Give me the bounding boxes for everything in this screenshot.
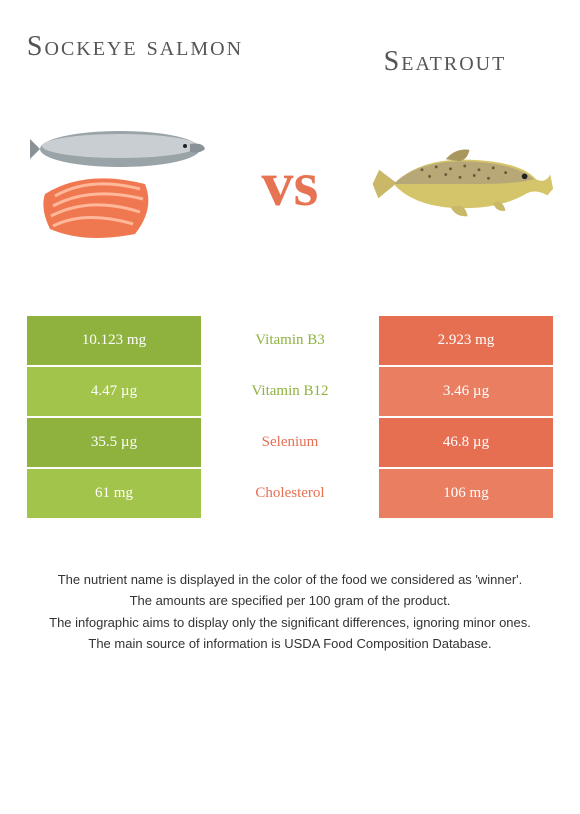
footnote-line: The main source of information is USDA F… [25, 634, 555, 654]
food-title-left: Sockeye salmon [25, 30, 245, 79]
table-row: 10.123 mgVitamin B32.923 mg [26, 315, 554, 366]
value-left: 4.47 µg [26, 366, 202, 417]
value-left: 35.5 µg [26, 417, 202, 468]
seatrout-image [365, 114, 555, 254]
table-row: 35.5 µgSelenium46.8 µg [26, 417, 554, 468]
nutrient-name: Vitamin B12 [202, 366, 378, 417]
value-left: 10.123 mg [26, 315, 202, 366]
images-row: vs [25, 104, 555, 264]
value-right: 2.923 mg [378, 315, 554, 366]
table-row: 4.47 µgVitamin B123.46 µg [26, 366, 554, 417]
salmon-image [25, 114, 215, 254]
table-row: 61 mgCholesterol106 mg [26, 468, 554, 519]
nutrient-name: Cholesterol [202, 468, 378, 519]
nutrient-name: Vitamin B3 [202, 315, 378, 366]
footnotes: The nutrient name is displayed in the co… [25, 570, 555, 654]
footnote-line: The nutrient name is displayed in the co… [25, 570, 555, 590]
value-right: 3.46 µg [378, 366, 554, 417]
nutrient-name: Selenium [202, 417, 378, 468]
vs-label: vs [262, 147, 319, 221]
food-title-right: Seatrout [335, 30, 555, 79]
value-right: 106 mg [378, 468, 554, 519]
comparison-table: 10.123 mgVitamin B32.923 mg4.47 µgVitami… [25, 314, 555, 520]
footnote-line: The infographic aims to display only the… [25, 613, 555, 633]
value-right: 46.8 µg [378, 417, 554, 468]
footnote-line: The amounts are specified per 100 gram o… [25, 591, 555, 611]
header: Sockeye salmon Seatrout [25, 30, 555, 79]
value-left: 61 mg [26, 468, 202, 519]
